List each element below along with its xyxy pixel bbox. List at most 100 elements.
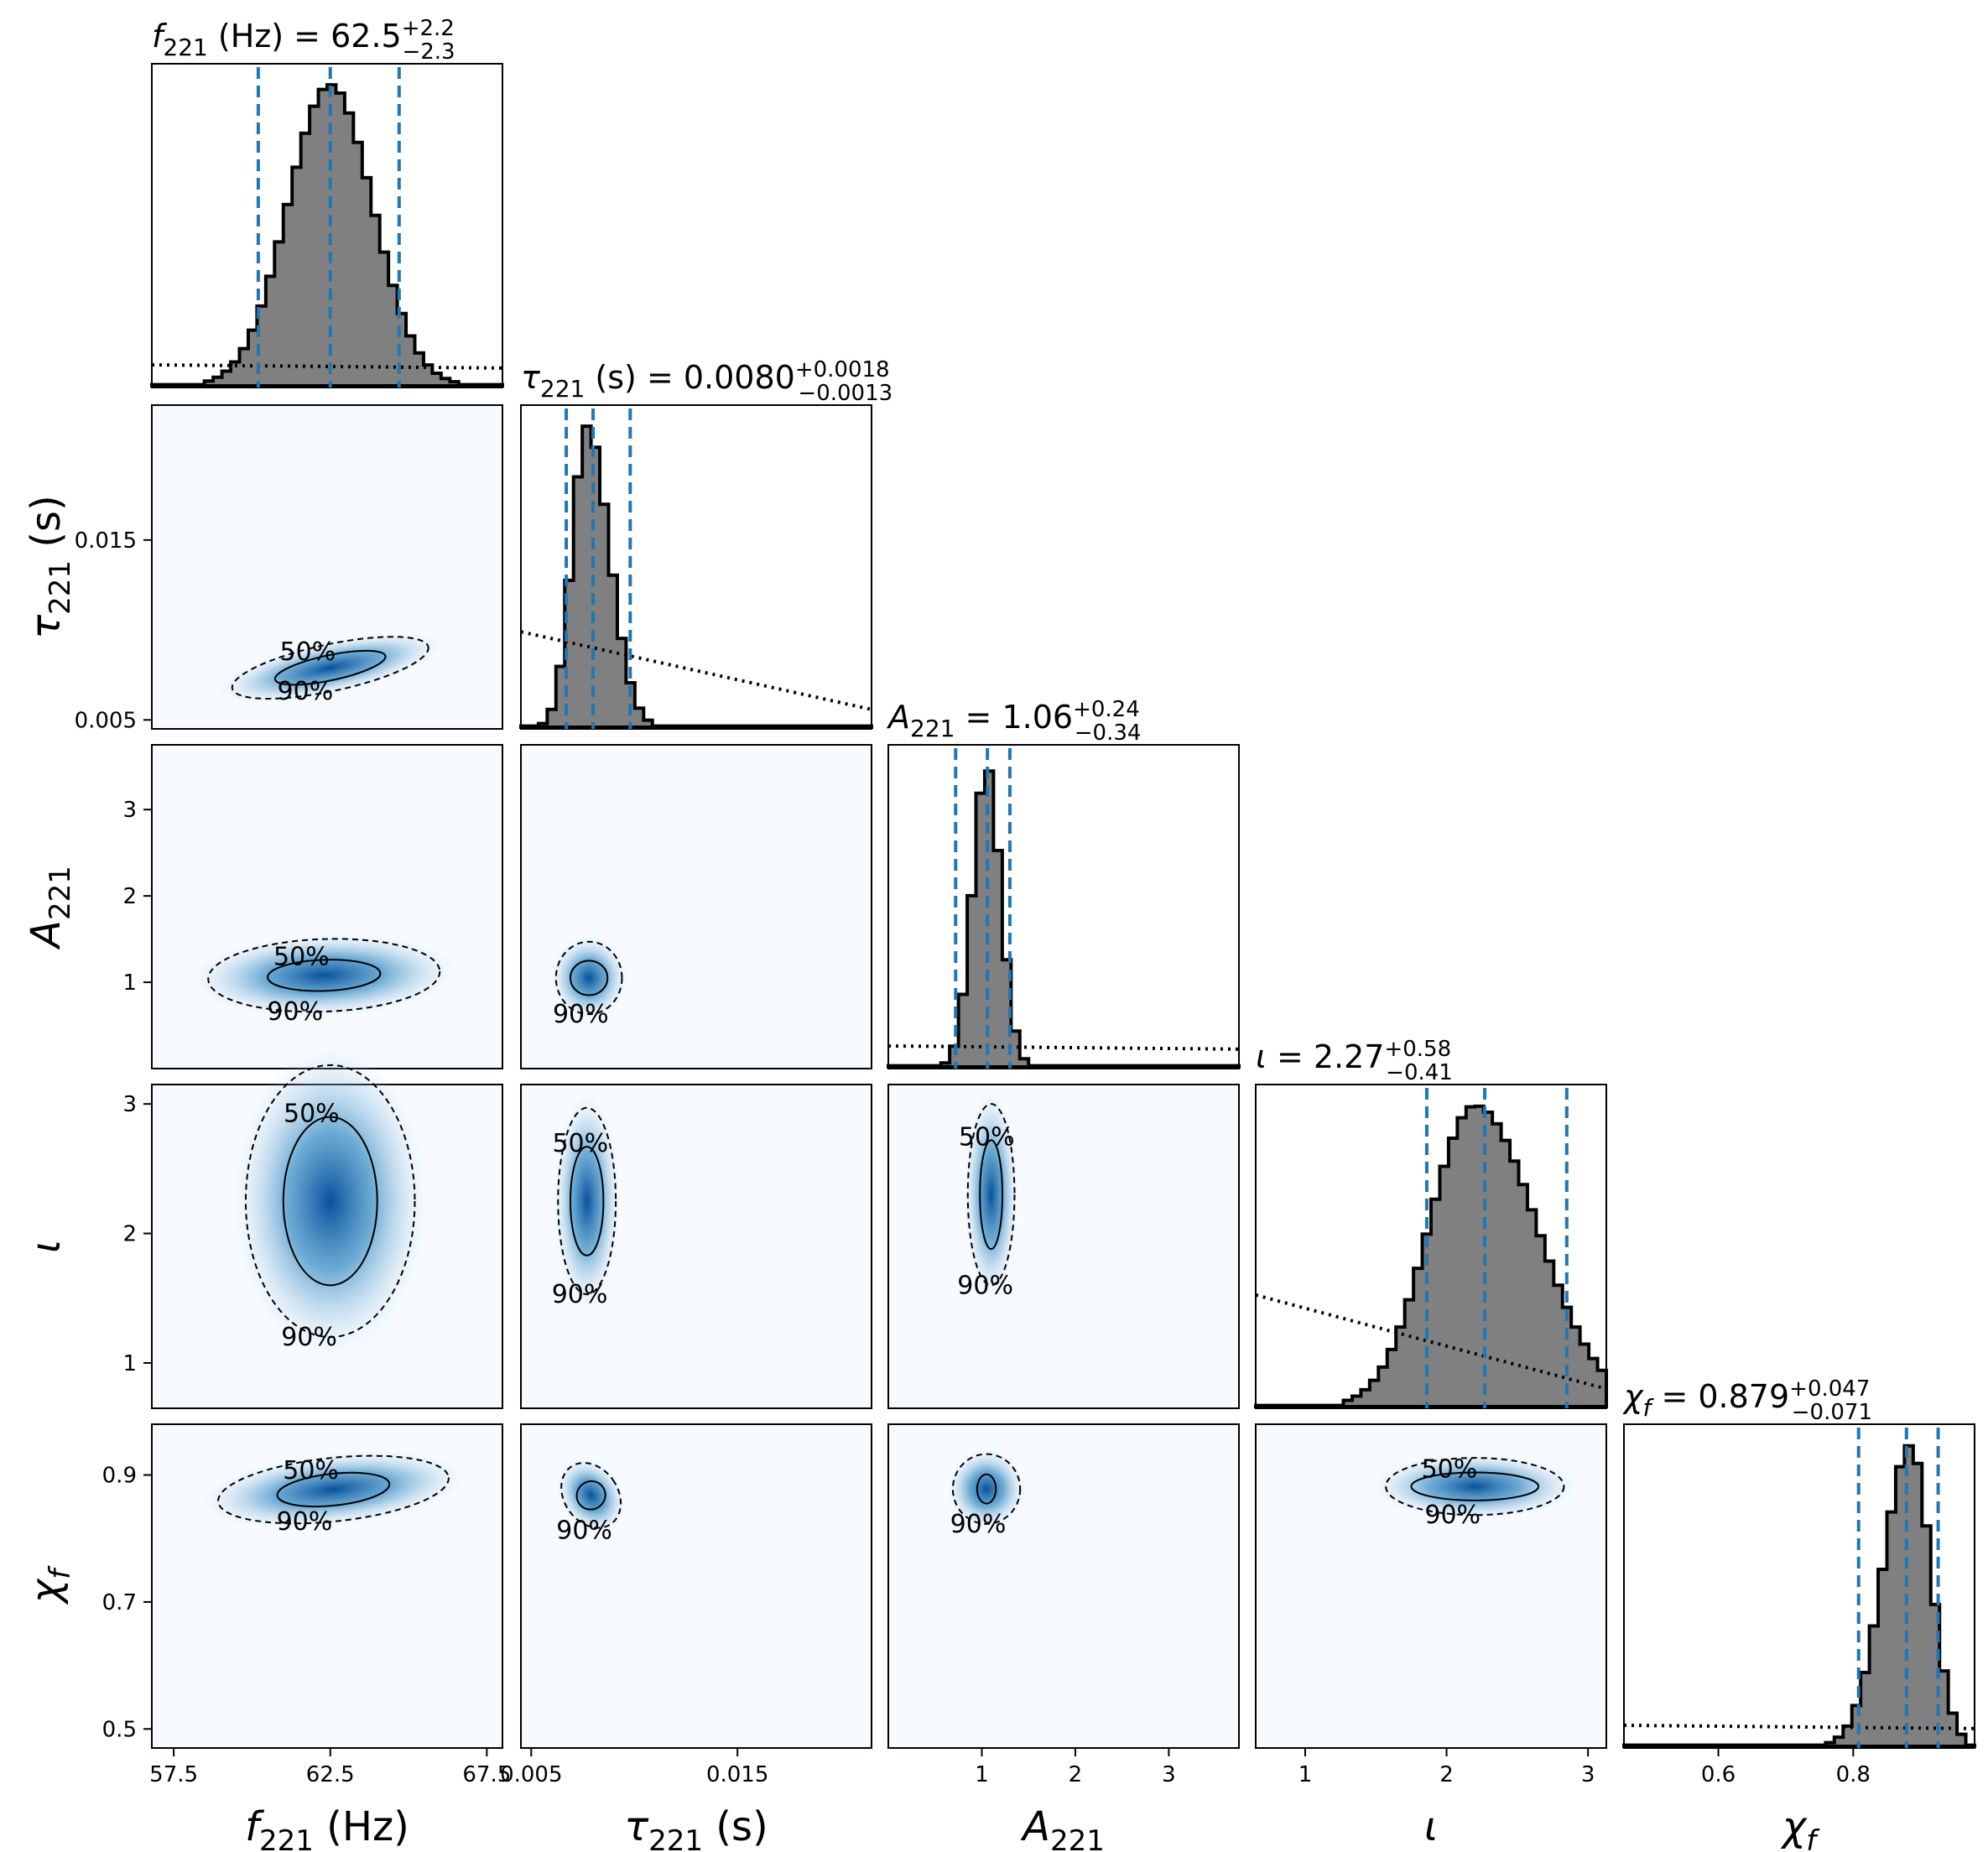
contour-50 (570, 960, 609, 996)
density-panel-2-1: 90% (520, 744, 872, 1069)
title-symbol: ι (1256, 1038, 1267, 1075)
title-f221: f221 (Hz) = 62.5+2.2 −2.3 (152, 16, 455, 65)
axis-symbol: A (23, 920, 70, 950)
axis-symbol: ι (23, 1240, 70, 1253)
title-subscript: 221 (910, 715, 955, 742)
x-axis-label-chif: χf (1780, 1803, 1820, 1852)
density-panel-4-0: 90% 50% (151, 1423, 503, 1749)
title-text: = 2.27 (1267, 1038, 1385, 1075)
x-axis-label-iota: ι (1424, 1803, 1438, 1850)
density-panel-4-3: 90% 50% (1255, 1423, 1607, 1749)
title-minus: −0.071 (1792, 1400, 1872, 1425)
prior-line (1623, 1723, 1975, 1730)
contour-label-90: 90% (281, 1323, 337, 1352)
posterior-histogram (887, 769, 1241, 1069)
contour-label-90: 90% (552, 1280, 608, 1309)
axis-subscript: 221 (44, 866, 77, 920)
axis-symbol: τ (23, 614, 70, 639)
contour-50 (282, 1116, 378, 1287)
y-axis-label-iota: ι (23, 1240, 70, 1253)
contour-90 (951, 1453, 1022, 1525)
contour-label-50: 50% (273, 942, 330, 971)
contour-90 (554, 940, 623, 1016)
axis-subscript: f (1806, 1824, 1820, 1852)
y-tick-label: 3 (122, 798, 137, 823)
contour-label-90: 90% (1424, 1501, 1481, 1530)
axis-subscript: 221 (44, 560, 77, 615)
contour-50 (979, 1139, 1003, 1251)
histogram-panel-A221 (887, 744, 1241, 1069)
y-tick-label: 1 (122, 970, 137, 996)
contour-label-50: 50% (283, 1456, 339, 1485)
axis-symbol: τ (624, 1803, 649, 1850)
y-tick-label: 0.005 (75, 708, 137, 733)
y-tick-label: 0.9 (102, 1464, 137, 1489)
title-text: = 0.879 (1651, 1378, 1789, 1415)
x-tick-label: 2 (1439, 1762, 1454, 1787)
prior-line (151, 362, 503, 370)
density-panel-3-1: 90% 50% (520, 1084, 872, 1409)
contour-50 (575, 1480, 606, 1511)
prior-line (1255, 1293, 1607, 1391)
density-blob (947, 1449, 1026, 1530)
y-tick-label: 2 (122, 1222, 137, 1247)
contour-50 (273, 649, 387, 686)
posterior-histogram (519, 424, 873, 729)
title-plus: +0.58 (1384, 1037, 1451, 1062)
density-blob (190, 933, 457, 1017)
x-tick-label: 0.005 (500, 1762, 562, 1787)
contour-label-90: 90% (957, 1271, 1013, 1300)
panel-frame (887, 1423, 1240, 1749)
x-tick-label: 67.5 (462, 1762, 511, 1787)
contour-50 (276, 1471, 391, 1508)
title-A221: A221 = 1.06+0.24 −0.34 (886, 697, 1141, 746)
y-tick-label: 0.5 (102, 1717, 137, 1742)
contour-50 (1410, 1471, 1540, 1501)
contour-label-50: 50% (280, 637, 336, 667)
x-tick-label: 0.8 (1836, 1762, 1871, 1787)
contour-label-90: 90% (278, 677, 334, 706)
titles-layer: f221 (Hz) = 62.5+2.2 −2.3 τ221 (s) = 0.008… (152, 16, 1872, 1425)
title-symbol: A (886, 699, 910, 736)
title-text: = 1.06 (955, 699, 1073, 736)
density-blob (232, 1044, 428, 1358)
title-minus: −0.0013 (798, 381, 893, 406)
y-tick-label: 0.015 (75, 528, 137, 554)
x-axis-label-f221: f221 (Hz) (245, 1803, 409, 1852)
title-plus: +0.0018 (795, 357, 890, 382)
density-blob (550, 936, 627, 1020)
axis-unit: (s) (703, 1803, 768, 1850)
panel-frame (887, 744, 1240, 1069)
posterior-histogram (150, 83, 504, 388)
title-chif: χf = 0.879+0.047 −0.071 (1622, 1376, 1872, 1425)
contour-90 (966, 1103, 1016, 1287)
contour-90 (217, 1454, 450, 1525)
title-tau221: τ221 (s) = 0.0080+0.0018 −0.0013 (521, 357, 893, 406)
y-axis-label-tau221: τ221 (s) (23, 495, 77, 639)
density-blob (554, 1094, 621, 1308)
contour-label-90: 90% (556, 1516, 612, 1545)
x-tick-label: 0.6 (1701, 1762, 1736, 1787)
axis-subscript: 221 (259, 1824, 314, 1852)
contour-label-90: 90% (950, 1510, 1007, 1539)
prior-line (887, 1043, 1240, 1051)
title-symbol: τ (521, 359, 541, 396)
posterior-histogram (1254, 1104, 1608, 1408)
x-tick-label: 57.5 (149, 1762, 198, 1787)
x-tick-label: 1 (975, 1762, 989, 1787)
axis-symbol: A (1020, 1803, 1050, 1850)
density-panel-3-0: 90% 50% (151, 1044, 503, 1409)
contour-90 (231, 636, 429, 700)
axis-unit: (s) (23, 495, 70, 560)
axis-subscript: 221 (648, 1824, 703, 1852)
y-axis-label-chif: χf (23, 1565, 77, 1605)
title-plus: +0.24 (1073, 697, 1140, 722)
y-tick-label: 0.7 (102, 1590, 137, 1615)
contour-label-90: 90% (277, 1507, 333, 1537)
title-text: (Hz) = 62.5 (208, 18, 402, 55)
x-tick-label: 62.5 (306, 1762, 355, 1787)
density-panel-4-1: 90% (520, 1423, 872, 1749)
axis-symbol: χ (1780, 1803, 1808, 1850)
title-symbol: χ (1622, 1378, 1644, 1415)
